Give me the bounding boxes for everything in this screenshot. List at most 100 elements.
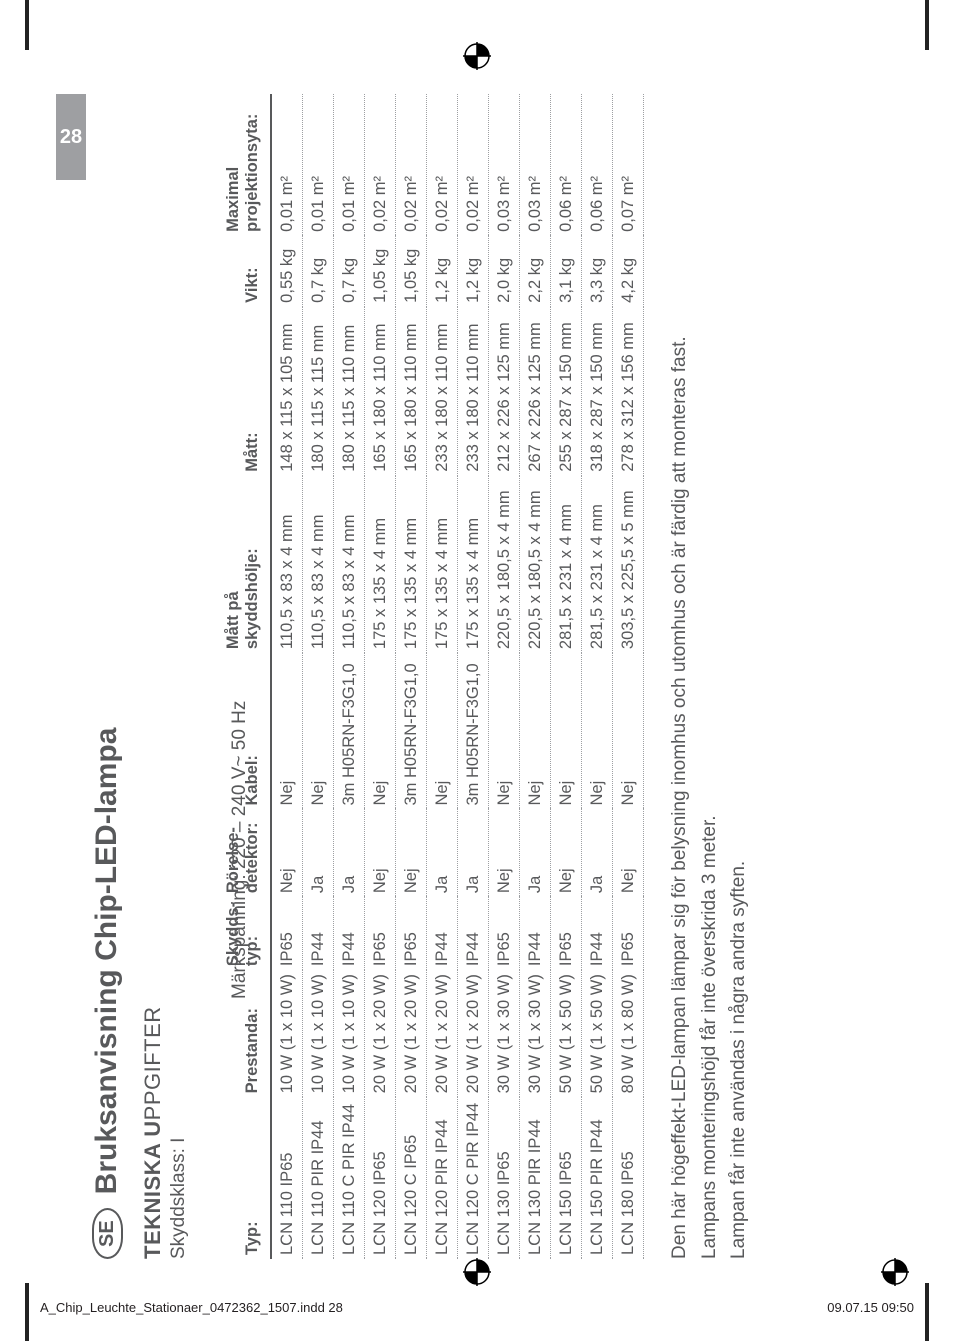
body-text: Den här högeffekt-LED-lampan lämpar sig …	[666, 129, 753, 1259]
cell-mpa: 281,5 x 231 x 4 mm	[551, 476, 582, 653]
cell-pres: 20 W (1 x 20 W)	[427, 970, 458, 1097]
th-text: Mått på	[224, 591, 242, 649]
cell-pres: 50 W (1 x 50 W)	[582, 970, 613, 1097]
table-row: LCN 110 PIR IP4410 W (1 x 10 W)IP44JaNej…	[303, 94, 334, 1259]
cell-mpa: 110,5 x 83 x 4 mm	[271, 476, 303, 653]
cell-matt: 318 x 287 x 150 mm	[582, 307, 613, 476]
cell-max: 0,03 m²	[489, 94, 520, 236]
cell-typ: LCN 150 PIR IP44	[582, 1097, 613, 1259]
table-row: LCN 120 C PIR IP4420 W (1 x 20 W)IP44Ja3…	[458, 94, 489, 1259]
section-title: TEKNISKA UPPGIFTER	[140, 94, 166, 1259]
registration-icon	[463, 42, 491, 75]
cell-max: 0,01 m²	[303, 94, 334, 236]
cell-ror: Nej	[271, 810, 303, 898]
body-p1: Den här högeffekt-LED-lampan lämpar sig …	[666, 129, 694, 1259]
cell-mpa: 220,5 x 180,5 x 4 mm	[489, 476, 520, 653]
cell-max: 0,02 m²	[427, 94, 458, 236]
cell-typ: LCN 130 PIR IP44	[520, 1097, 551, 1259]
cell-vikt: 2,2 kg	[520, 236, 551, 307]
cell-ror: Ja	[458, 810, 489, 898]
cell-pres: 10 W (1 x 10 W)	[271, 970, 303, 1097]
crop-mark	[925, 1283, 929, 1341]
th-text: projektionsyta:	[243, 98, 262, 232]
cell-pres: 10 W (1 x 10 W)	[303, 970, 334, 1097]
body-p3: Lampan får inte användas i några andra s…	[725, 129, 753, 1259]
page: 28 SE Bruksanvisning Chip-LED-lampa TEKN…	[0, 0, 954, 1333]
cell-kab: Nej	[582, 653, 613, 809]
cell-typ: LCN 110 PIR IP44	[303, 1097, 334, 1259]
country-badge: SE	[92, 1208, 123, 1259]
table-row: LCN 120 IP6520 W (1 x 20 W)IP65NejNej175…	[365, 94, 396, 1259]
cell-matt: 180 x 115 x 115 mm	[303, 307, 334, 476]
cell-ror: Ja	[520, 810, 551, 898]
cell-max: 0,01 m²	[334, 94, 365, 236]
cell-pres: 20 W (1 x 20 W)	[396, 970, 427, 1097]
cell-typ: LCN 180 IP65	[613, 1097, 644, 1259]
cell-mpa: 175 x 135 x 4 mm	[396, 476, 427, 653]
cell-max: 0,01 m²	[271, 94, 303, 236]
cell-kab: 3m H05RN-F3G1,0	[458, 653, 489, 809]
cell-kab: Nej	[271, 653, 303, 809]
cell-vikt: 4,2 kg	[613, 236, 644, 307]
cell-mpa: 110,5 x 83 x 4 mm	[334, 476, 365, 653]
cell-vikt: 1,2 kg	[458, 236, 489, 307]
cell-ror: Nej	[396, 810, 427, 898]
cell-typ: LCN 110 IP65	[271, 1097, 303, 1259]
cell-ror: Ja	[427, 810, 458, 898]
cell-mpa: 175 x 135 x 4 mm	[427, 476, 458, 653]
table-row: LCN 150 PIR IP4450 W (1 x 50 W)IP44JaNej…	[582, 94, 613, 1259]
crop-mark	[25, 0, 29, 50]
th-matt: Mått:	[218, 307, 271, 476]
th-maximal: Maximalprojektionsyta:	[218, 94, 271, 236]
cell-sky: IP44	[334, 897, 365, 970]
cell-vikt: 1,2 kg	[427, 236, 458, 307]
cell-mpa: 175 x 135 x 4 mm	[458, 476, 489, 653]
table-row: LCN 130 PIR IP4430 W (1 x 30 W)IP44JaNej…	[520, 94, 551, 1259]
cell-max: 0,02 m²	[396, 94, 427, 236]
cell-matt: 267 x 226 x 125 mm	[520, 307, 551, 476]
cell-typ: LCN 120 IP65	[365, 1097, 396, 1259]
cell-sky: IP44	[520, 897, 551, 970]
cell-matt: 212 x 226 x 125 mm	[489, 307, 520, 476]
cell-max: 0,06 m²	[551, 94, 582, 236]
markspanning: Märkspänning: 220 – 240 V~ 50 Hz	[229, 701, 251, 999]
cell-typ: LCN 120 C PIR IP44	[458, 1097, 489, 1259]
header-row: SE Bruksanvisning Chip-LED-lampa	[90, 94, 124, 1259]
cell-max: 0,03 m²	[520, 94, 551, 236]
table-row: LCN 150 IP6550 W (1 x 50 W)IP65NejNej281…	[551, 94, 582, 1259]
cell-sky: IP65	[613, 897, 644, 970]
cell-vikt: 3,3 kg	[582, 236, 613, 307]
cell-pres: 80 W (1 x 80 W)	[613, 970, 644, 1097]
cell-mpa: 175 x 135 x 4 mm	[365, 476, 396, 653]
footer-file: A_Chip_Leuchte_Stationaer_0472362_1507.i…	[40, 1300, 343, 1315]
cell-pres: 20 W (1 x 20 W)	[365, 970, 396, 1097]
cell-pres: 20 W (1 x 20 W)	[458, 970, 489, 1097]
cell-kab: Nej	[427, 653, 458, 809]
cell-sky: IP44	[582, 897, 613, 970]
cell-max: 0,07 m²	[613, 94, 644, 236]
cell-kab: Nej	[303, 653, 334, 809]
cell-ror: Ja	[582, 810, 613, 898]
cell-sky: IP44	[427, 897, 458, 970]
cell-kab: Nej	[520, 653, 551, 809]
cell-typ: LCN 110 C PIR IP44	[334, 1097, 365, 1259]
content: SE Bruksanvisning Chip-LED-lampa TEKNISK…	[90, 94, 755, 1259]
main-title: Bruksanvisning Chip-LED-lampa	[90, 728, 124, 1195]
cell-pres: 50 W (1 x 50 W)	[551, 970, 582, 1097]
cell-max: 0,06 m²	[582, 94, 613, 236]
cell-sky: IP65	[396, 897, 427, 970]
cell-vikt: 0,7 kg	[303, 236, 334, 307]
cell-matt: 165 x 180 x 110 mm	[365, 307, 396, 476]
cell-sky: IP65	[365, 897, 396, 970]
cell-ror: Nej	[551, 810, 582, 898]
footer-date: 09.07.15 09:50	[827, 1300, 914, 1315]
cell-vikt: 1,05 kg	[396, 236, 427, 307]
crop-mark	[925, 0, 929, 50]
cell-vikt: 0,7 kg	[334, 236, 365, 307]
cell-vikt: 2,0 kg	[489, 236, 520, 307]
table-row: LCN 120 PIR IP4420 W (1 x 20 W)IP44JaNej…	[427, 94, 458, 1259]
cell-typ: LCN 120 C IP65	[396, 1097, 427, 1259]
cell-ror: Ja	[334, 810, 365, 898]
cell-matt: 148 x 115 x 105 mm	[271, 307, 303, 476]
body-p2: Lampans monteringshöjd får inte överskri…	[696, 129, 724, 1259]
